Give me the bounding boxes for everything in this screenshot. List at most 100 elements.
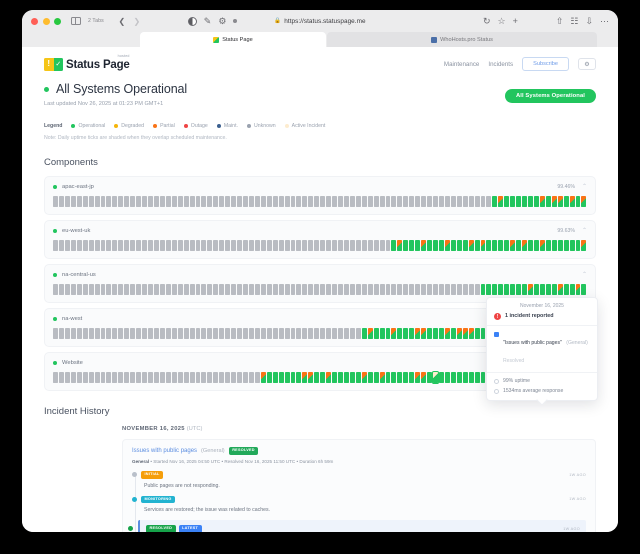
uptime-tick[interactable] (290, 328, 296, 339)
uptime-tick[interactable] (373, 196, 379, 207)
uptime-tick[interactable] (64, 240, 70, 251)
uptime-tick[interactable] (433, 196, 438, 207)
uptime-tick[interactable] (403, 372, 409, 383)
uptime-tick[interactable] (462, 196, 468, 207)
uptime-tick[interactable] (504, 240, 510, 251)
uptime-tick[interactable] (391, 372, 397, 383)
uptime-tick[interactable] (557, 284, 563, 295)
uptime-tick[interactable] (148, 240, 153, 251)
uptime-tick[interactable] (391, 284, 397, 295)
ellipsis-icon[interactable]: ⋯ (600, 15, 609, 26)
uptime-tick[interactable] (189, 372, 195, 383)
uptime-tick[interactable] (510, 284, 516, 295)
uptime-tick[interactable] (148, 284, 153, 295)
uptime-tick[interactable] (153, 372, 159, 383)
uptime-tick[interactable] (248, 372, 254, 383)
uptime-tick[interactable] (557, 240, 563, 251)
uptime-tick[interactable] (112, 240, 118, 251)
extensions-icon[interactable]: ⚙ (218, 15, 227, 26)
uptime-tick[interactable] (480, 328, 486, 339)
uptime-tick[interactable] (391, 196, 397, 207)
uptime-tick[interactable] (201, 372, 207, 383)
uptime-tick[interactable] (427, 196, 432, 207)
uptime-tick[interactable] (302, 196, 308, 207)
uptime-tick[interactable] (338, 240, 343, 251)
uptime-tick[interactable] (510, 240, 516, 251)
uptime-tick[interactable] (237, 284, 242, 295)
uptime-tick[interactable] (70, 284, 76, 295)
uptime-tick[interactable] (231, 240, 237, 251)
uptime-tick[interactable] (213, 372, 219, 383)
uptime-tick[interactable] (195, 284, 201, 295)
uptime-tick[interactable] (290, 196, 296, 207)
chevron-up-icon[interactable]: ⌃ (581, 228, 587, 234)
uptime-tick[interactable] (355, 284, 361, 295)
uptime-tick[interactable] (510, 196, 516, 207)
uptime-tick[interactable] (575, 196, 581, 207)
uptime-tick[interactable] (320, 372, 326, 383)
uptime-tick[interactable] (130, 240, 136, 251)
uptime-tick[interactable] (575, 284, 581, 295)
uptime-tick[interactable] (195, 240, 201, 251)
uptime-tick[interactable] (361, 196, 367, 207)
uptime-tick[interactable] (136, 240, 142, 251)
uptime-tick[interactable] (409, 196, 415, 207)
uptime-tick[interactable] (326, 196, 332, 207)
uptime-tick[interactable] (533, 284, 539, 295)
uptime-tick[interactable] (118, 328, 124, 339)
uptime-tick[interactable] (201, 284, 207, 295)
uptime-tick[interactable] (171, 240, 177, 251)
uptime-tick[interactable] (225, 196, 231, 207)
uptime-tick[interactable] (219, 284, 225, 295)
uptime-tick[interactable] (427, 240, 432, 251)
uptime-tick[interactable] (409, 372, 415, 383)
uptime-tick[interactable] (248, 240, 254, 251)
uptime-tick[interactable] (403, 284, 409, 295)
uptime-tick[interactable] (427, 284, 432, 295)
uptime-tick[interactable] (320, 196, 326, 207)
uptime-tick[interactable] (569, 196, 575, 207)
uptime-tick[interactable] (195, 372, 201, 383)
uptime-tick[interactable] (278, 328, 284, 339)
uptime-tick[interactable] (302, 284, 308, 295)
uptime-tick[interactable] (225, 284, 231, 295)
uptime-tick[interactable] (367, 196, 373, 207)
uptime-tick[interactable] (231, 372, 237, 383)
uptime-tick[interactable] (124, 284, 130, 295)
uptime-tick[interactable] (213, 284, 219, 295)
uptime-tick[interactable] (343, 372, 349, 383)
uptime-tick[interactable] (254, 240, 260, 251)
uptime-tick[interactable] (153, 240, 159, 251)
uptime-tick[interactable] (124, 372, 130, 383)
uptime-tick[interactable] (551, 284, 557, 295)
uptime-tick[interactable] (231, 196, 237, 207)
uptime-tick[interactable] (219, 196, 225, 207)
uptime-tick[interactable] (165, 196, 171, 207)
uptime-tick[interactable] (189, 240, 195, 251)
uptime-tick[interactable] (219, 328, 225, 339)
uptime-tick[interactable] (124, 328, 130, 339)
uptime-tick[interactable] (106, 240, 112, 251)
uptime-tick[interactable] (302, 240, 308, 251)
uptime-tick[interactable] (314, 328, 320, 339)
uptime-tick[interactable] (177, 240, 183, 251)
uptime-tick[interactable] (373, 372, 379, 383)
uptime-tick[interactable] (432, 371, 439, 384)
uptime-tick[interactable] (438, 196, 444, 207)
uptime-tick[interactable] (563, 240, 569, 251)
uptime-tick[interactable] (243, 328, 248, 339)
uptime-tick[interactable] (438, 328, 444, 339)
uptime-tick[interactable] (302, 328, 308, 339)
uptime-tick[interactable] (444, 196, 450, 207)
uptime-tick[interactable] (349, 240, 355, 251)
uptime-tick[interactable] (195, 328, 201, 339)
uptime-tick[interactable] (462, 240, 468, 251)
uptime-tick[interactable] (379, 284, 385, 295)
uptime-tick[interactable] (551, 196, 557, 207)
uptime-tick[interactable] (177, 284, 183, 295)
uptime-tick[interactable] (343, 284, 349, 295)
uptime-tick[interactable] (231, 284, 237, 295)
uptime-tick[interactable] (551, 240, 557, 251)
uptime-tick[interactable] (278, 240, 284, 251)
uptime-tick[interactable] (130, 372, 136, 383)
